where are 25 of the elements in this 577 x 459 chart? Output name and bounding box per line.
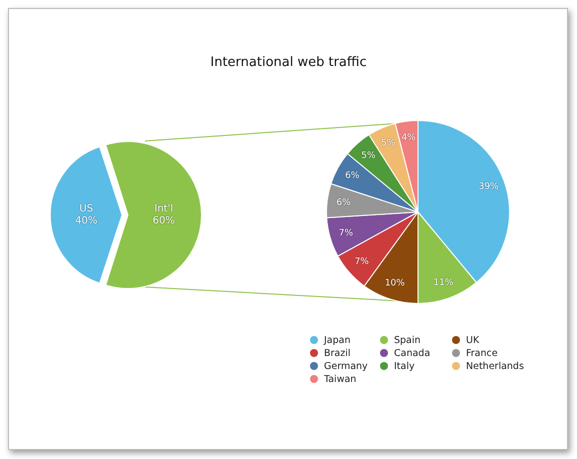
data-label: 4% — [401, 132, 416, 143]
data-label: 40% — [75, 216, 98, 227]
data-label: 5% — [361, 151, 376, 162]
slice-label: US — [79, 204, 94, 215]
text: International web traffic — [209, 55, 368, 70]
legend-label: Taiwan — [323, 374, 358, 385]
legend-label: Spain — [393, 335, 422, 346]
data-label: 6% — [345, 171, 360, 182]
data-label: 39% — [478, 182, 500, 192]
slice-label: Int'l — [154, 204, 174, 215]
legend-label: Canada — [393, 348, 432, 359]
legend-label: France — [465, 348, 499, 359]
data-label: 60% — [152, 216, 175, 227]
data-label: 7% — [338, 228, 354, 238]
data-label: 10% — [384, 278, 406, 289]
data-label: 7% — [354, 256, 370, 267]
legend-label: Japan — [322, 335, 352, 346]
data-label: 11% — [433, 278, 454, 288]
data-label: 5% — [381, 138, 396, 148]
legend-label: Italy — [393, 361, 416, 372]
legend-label: Netherlands — [465, 361, 525, 372]
legend-label: UK — [465, 335, 480, 346]
legend-label: Brazil — [323, 348, 352, 359]
data-label: 6% — [336, 198, 352, 208]
legend-label: Germany — [323, 361, 369, 372]
